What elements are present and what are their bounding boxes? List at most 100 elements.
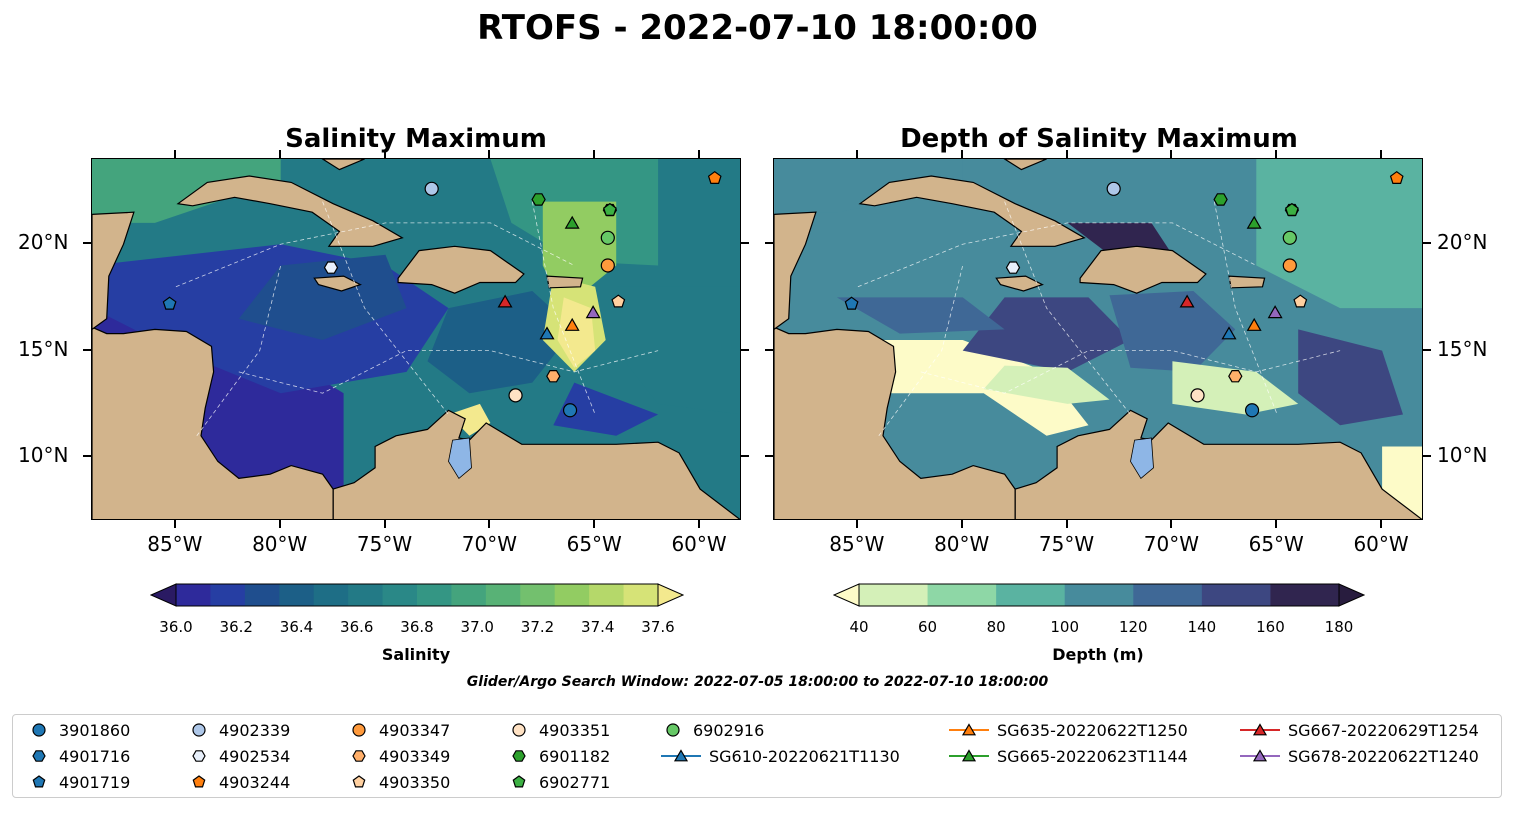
- colorbar-tick-label: 36.2: [219, 618, 253, 636]
- colorbar-tick-label: 37.6: [641, 618, 675, 636]
- colorbar-segment: [176, 584, 211, 606]
- legend-marker-icon: [666, 723, 680, 737]
- platform-marker-6902916: [600, 230, 615, 245]
- platform-marker-4903347: [1282, 258, 1297, 273]
- tick-mark: [383, 150, 386, 158]
- boundary-line: [857, 222, 1257, 288]
- legend-label: SG667-20220629T1254: [1288, 720, 1479, 740]
- legend-marker-icon: [949, 723, 989, 736]
- legend-marker: [192, 750, 206, 762]
- colorbar-tick-label: 60: [918, 618, 938, 636]
- colorbar-tick-label: 160: [1256, 618, 1285, 636]
- platform-marker-4903350: [1293, 294, 1308, 308]
- colorbar-tick-label: 80: [986, 618, 1006, 636]
- land-centralAmerica: [774, 326, 1016, 519]
- legend-marker-icon: [512, 750, 526, 762]
- legend-marker: [352, 775, 366, 788]
- tick-mark: [698, 150, 701, 158]
- colorbar-segment: [1133, 584, 1203, 606]
- legend-item: 6902916: [661, 719, 764, 741]
- platform-marker-3901860: [1244, 403, 1260, 418]
- search-window-caption: Glider/Argo Search Window: 2022-07-05 18…: [466, 674, 1049, 690]
- platform-marker-6902916: [1282, 230, 1297, 245]
- tick-mark: [698, 520, 701, 528]
- colorbar-tick-label: 100: [1050, 618, 1080, 636]
- depth-map: [773, 158, 1423, 520]
- tick-mark: [173, 150, 176, 158]
- platform-marker-SG678-20220622T1240: [585, 305, 601, 319]
- land-cuba: [176, 175, 404, 247]
- land-jamaica: [995, 275, 1044, 292]
- colorbar-segment: [1270, 584, 1340, 606]
- legend: 3901860 4901716 4901719 4902339 4902534 49032…: [12, 714, 1502, 798]
- legend-item: 6901182: [507, 745, 610, 767]
- tick-mark: [83, 455, 91, 458]
- platform-marker-SG665-20220623T1144: [564, 215, 580, 229]
- platform-marker-6901182: [531, 193, 546, 206]
- land-centralAmerica: [92, 326, 334, 519]
- legend-marker-icon: [949, 749, 989, 762]
- platform-marker-6902771: [1284, 202, 1299, 217]
- colorbar-tick-label: 120: [1118, 618, 1148, 636]
- legend-item: 4903347: [347, 719, 450, 741]
- lake-maracaibo: [1130, 437, 1154, 480]
- legend-label: 4902339: [219, 720, 291, 740]
- legend-item: SG678-20220622T1240: [1240, 745, 1479, 767]
- tick-mark: [278, 150, 281, 158]
- tick-mark: [855, 150, 858, 158]
- platform-marker-SG610-20220621T1130: [1221, 326, 1237, 340]
- tick-mark: [765, 455, 773, 458]
- legend-marker-icon: [32, 750, 46, 762]
- field-region: [238, 254, 407, 340]
- tick-mark: [1423, 348, 1431, 351]
- legend-marker: [32, 723, 46, 737]
- colorbar-segment: [279, 584, 315, 606]
- legend-marker-icon: [512, 723, 526, 737]
- land-bahamas: [1003, 159, 1047, 171]
- lon-tick-label: 85°W: [829, 532, 885, 556]
- platform-marker-4902339: [1106, 181, 1121, 196]
- colorbar-segment: [554, 584, 590, 606]
- platform-marker-4902534: [1005, 261, 1021, 274]
- legend-label: 6902771: [539, 772, 611, 792]
- legend-label: 4903347: [379, 720, 451, 740]
- legend-item: 4902339: [187, 719, 290, 741]
- platform-marker-4903244: [707, 170, 722, 184]
- legend-marker: [673, 749, 689, 762]
- platform-marker-4903349: [546, 370, 561, 383]
- figure-title: RTOFS - 2022-07-10 18:00:00: [477, 8, 1038, 48]
- tick-mark: [765, 242, 773, 245]
- field-region: [448, 403, 491, 436]
- legend-marker: [666, 723, 680, 737]
- field-region: [1067, 222, 1173, 255]
- platform-marker-SG610-20220621T1130: [539, 326, 555, 340]
- lon-tick-label: 60°W: [671, 532, 727, 556]
- tick-mark: [83, 348, 91, 351]
- tick-mark: [1423, 242, 1431, 245]
- colorbar-segment: [382, 584, 418, 606]
- colorbar-frame: [175, 583, 659, 607]
- lat-tick-label-right: 15°N: [1437, 336, 1488, 361]
- panel-title-depth: Depth of Salinity Maximum: [900, 124, 1298, 154]
- field-region: [1109, 291, 1236, 372]
- lat-tick-label-right: 20°N: [1437, 230, 1488, 255]
- colorbar-tick-label: 37.4: [581, 618, 615, 636]
- platform-marker-SG635-20220622T1250: [564, 317, 580, 331]
- tick-mark: [765, 348, 773, 351]
- land-hispaniola: [1079, 245, 1207, 294]
- field-region: [962, 297, 1131, 372]
- salinity-colorbar: [150, 583, 684, 607]
- legend-label: 3901860: [59, 720, 131, 740]
- tick-mark: [741, 455, 749, 458]
- tick-mark: [855, 520, 858, 528]
- legend-label: 4902534: [219, 746, 291, 766]
- legend-marker: [961, 749, 977, 762]
- tick-mark: [1275, 520, 1278, 528]
- colorbar-segment: [623, 584, 659, 606]
- colorbar-segment: [589, 584, 625, 606]
- field-region: [1298, 329, 1403, 426]
- lake-maracaibo: [448, 437, 472, 480]
- lon-tick-label: 80°W: [934, 532, 990, 556]
- legend-marker-icon: [352, 723, 366, 737]
- field-region: [983, 365, 1110, 404]
